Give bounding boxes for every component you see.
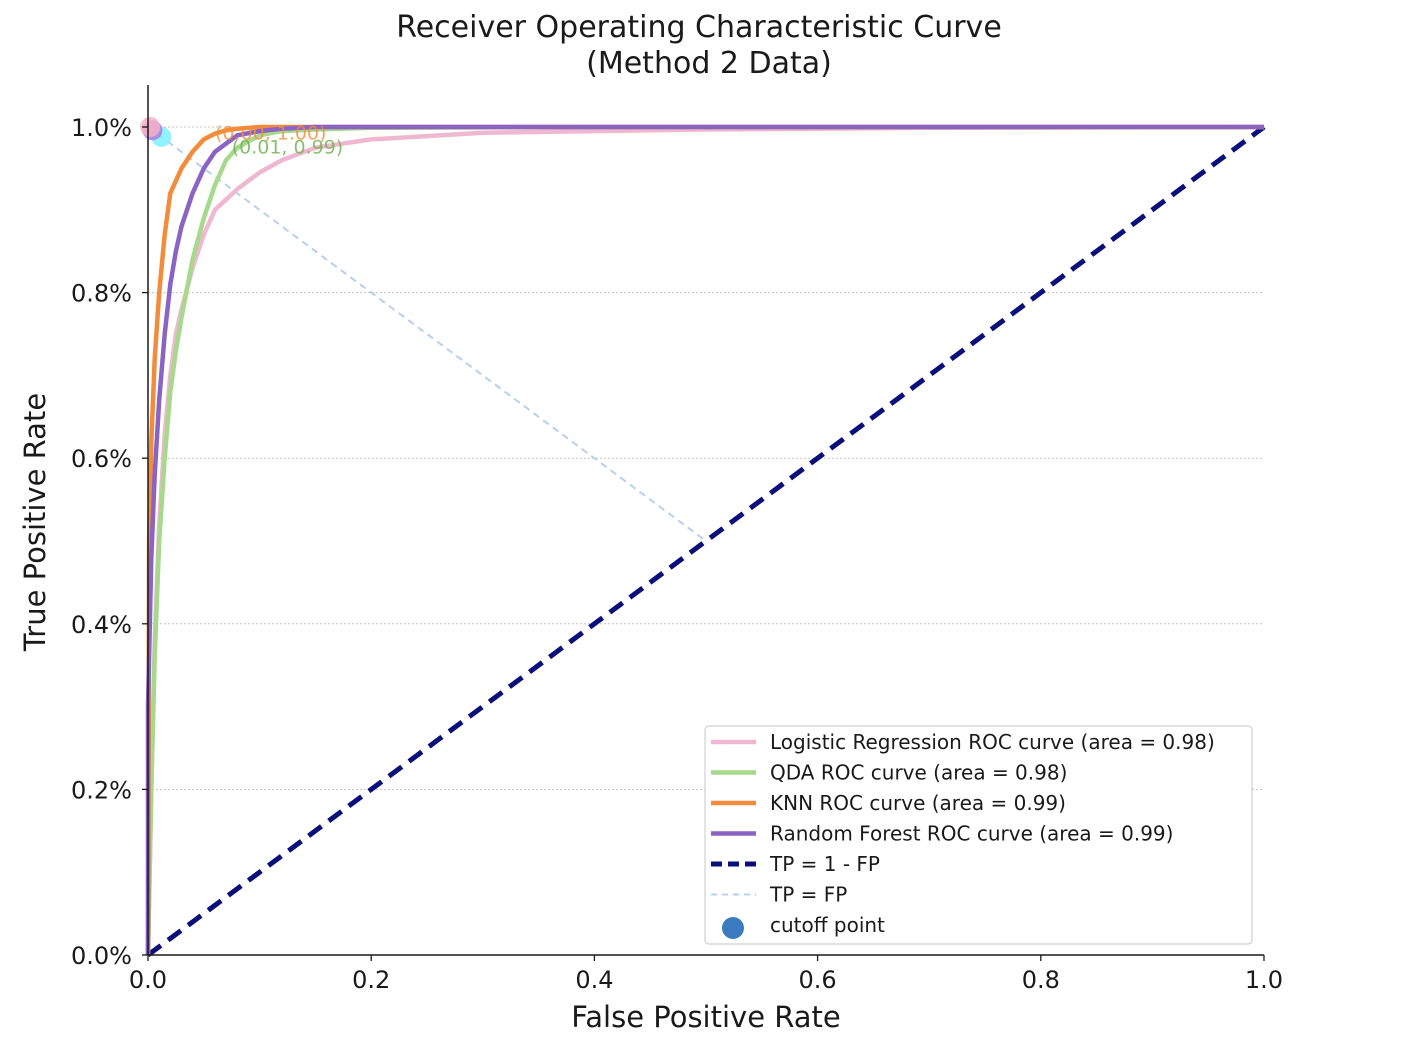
cutoff-points: [140, 117, 172, 147]
series-line-4: [146, 124, 1266, 958]
y-tick-label-0: 0.0%: [71, 942, 132, 970]
legend: Logistic Regression ROC curve (area = 0.…: [704, 725, 1253, 945]
x-tick-label-1: 0.2: [352, 966, 390, 994]
legend-label-0: Logistic Regression ROC curve (area = 0.…: [770, 730, 1215, 754]
legend-label-6: cutoff point: [770, 913, 885, 937]
cutoff-point-2: [140, 117, 161, 137]
legend-box: [704, 725, 1253, 945]
reference-lines: [146, 124, 1266, 958]
cutoff-annotation-0: (0.00, 1.00): [215, 122, 327, 144]
y-tick-label-4: 0.8%: [71, 280, 132, 308]
y-tick-label-1: 0.2%: [71, 776, 132, 804]
x-tick-label-0: 0.0: [129, 966, 167, 994]
y-axis-label: True Positive Rate: [18, 393, 52, 652]
y-ticks: 0.0% 0.2% 0.4% 0.6% 0.8% 1.0%: [71, 114, 148, 970]
series-line-3: [145, 124, 1264, 955]
cutoff-annotation-1: (0.01, 0.99): [232, 136, 344, 158]
roc-series: [145, 124, 1265, 956]
legend-label-3: Random Forest ROC curve (area = 0.99): [770, 822, 1173, 846]
x-tick-label-2: 0.4: [575, 966, 613, 994]
x-axis-label: False Positive Rate: [571, 1000, 841, 1034]
y-tick-label-3: 0.6%: [71, 445, 132, 473]
legend-label-2: KNN ROC curve (area = 0.99): [770, 791, 1066, 815]
x-tick-label-4: 0.8: [1022, 966, 1060, 994]
series-line-1: [145, 124, 1264, 956]
x-tick-label-3: 0.6: [799, 966, 837, 994]
series-line-5: [147, 126, 707, 542]
cutoff-annotations: (0.00, 1.00)(0.01, 0.99): [215, 122, 343, 158]
x-tick-label-5: 1.0: [1245, 966, 1283, 994]
legend-label-1: QDA ROC curve (area = 0.98): [770, 761, 1067, 785]
y-tick-label-2: 0.4%: [71, 611, 132, 639]
legend-label-5: TP = FP: [769, 883, 847, 907]
y-tick-label-5: 1.0%: [71, 114, 132, 142]
chart-subtitle: (Method 2 Data): [586, 46, 832, 81]
legend-swatch-6: [722, 917, 744, 939]
grid-lines: [148, 126, 1264, 790]
legend-label-4: TP = 1 - FP: [769, 852, 880, 876]
x-ticks: 0.0 0.2 0.4 0.6 0.8 1.0: [129, 955, 1283, 994]
chart-title: Receiver Operating Characteristic Curve: [396, 10, 1002, 45]
